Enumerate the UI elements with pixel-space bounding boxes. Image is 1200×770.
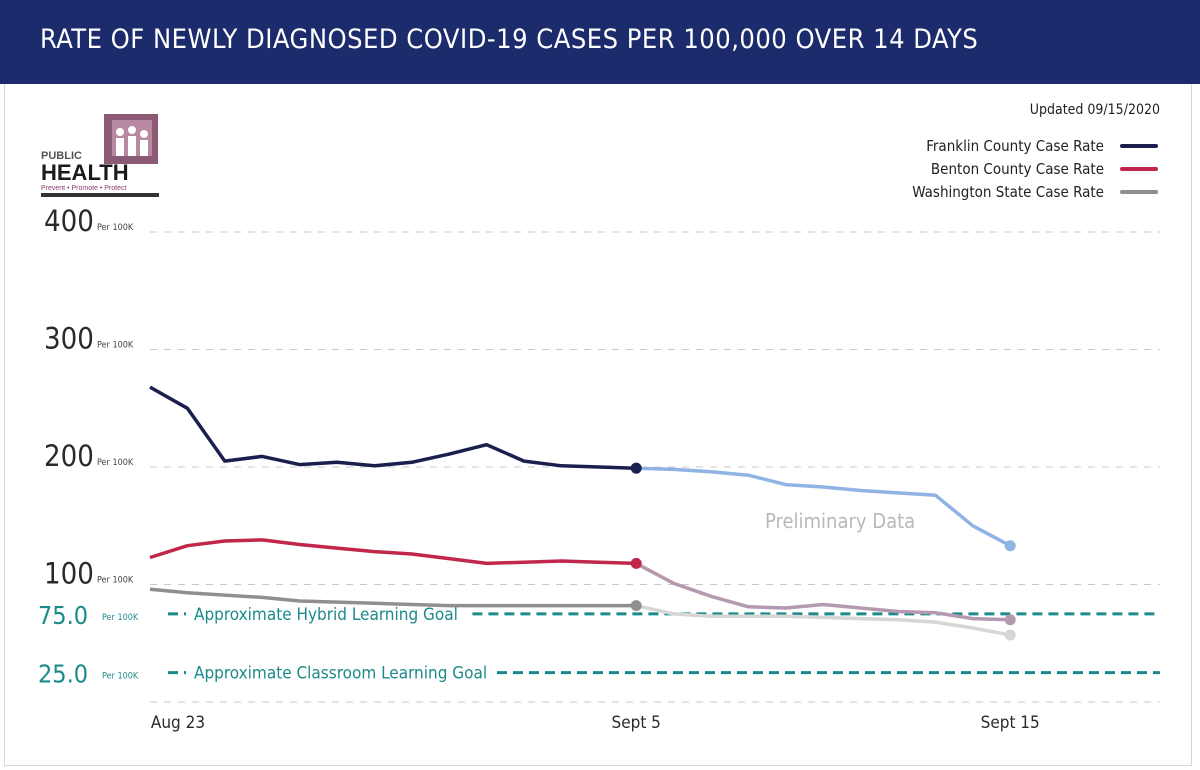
goal-label: Approximate Classroom Learning Goal bbox=[194, 664, 487, 684]
goal-unit: Per 100K bbox=[102, 672, 139, 682]
legend-item-franklin: Franklin County Case Rate bbox=[912, 134, 1158, 157]
logo-line-2: HEALTH bbox=[41, 160, 129, 185]
series-line bbox=[149, 385, 637, 470]
legend-item-benton: Benton County Case Rate bbox=[912, 157, 1158, 180]
goal-value: 75.0 bbox=[38, 601, 88, 630]
legend-swatch-franklin bbox=[1120, 143, 1158, 148]
goal-label: Approximate Hybrid Learning Goal bbox=[194, 605, 458, 625]
legend-item-washington: Washington State Case Rate bbox=[912, 180, 1158, 203]
grid-layer bbox=[150, 231, 1160, 703]
chart-header: RATE OF NEWLY DIAGNOSED COVID-19 CASES P… bbox=[0, 0, 1200, 84]
series-layer bbox=[149, 385, 1016, 641]
y-tick-label: 200 bbox=[44, 439, 94, 473]
legend-label-franklin: Franklin County Case Rate bbox=[926, 136, 1104, 155]
series-line bbox=[149, 587, 637, 608]
data-point-marker bbox=[630, 600, 642, 612]
y-tick-label: 300 bbox=[44, 322, 94, 356]
series-line bbox=[149, 538, 637, 566]
y-tick-unit: Per 100K bbox=[97, 223, 134, 233]
logo-line-3: Prevent • Promote • Protect bbox=[41, 185, 126, 192]
updated-date: Updated 09/15/2020 bbox=[1029, 102, 1160, 118]
goal-unit: Per 100K bbox=[102, 613, 139, 623]
logo-line-1: PUBLIC bbox=[41, 150, 82, 162]
legend-swatch-benton bbox=[1120, 166, 1158, 171]
y-tick-unit: Per 100K bbox=[97, 576, 134, 586]
series-line-preliminary bbox=[635, 561, 1011, 622]
series-line-preliminary bbox=[636, 466, 1012, 548]
preliminary-data-annotation: Preliminary Data bbox=[765, 509, 915, 533]
y-tick-unit: Per 100K bbox=[97, 458, 134, 468]
reference-lines bbox=[168, 612, 1160, 675]
chart-frame bbox=[4, 84, 1192, 766]
public-health-logo: PUBLIC HEALTH Prevent • Promote • Protec… bbox=[40, 112, 162, 200]
y-tick-unit: Per 100K bbox=[97, 341, 134, 351]
y-tick-label: 100 bbox=[44, 557, 94, 591]
goal-value: 25.0 bbox=[38, 660, 88, 689]
data-point-marker bbox=[630, 557, 642, 569]
x-tick-label: Sept 15 bbox=[981, 713, 1040, 733]
data-point-marker bbox=[1004, 614, 1016, 626]
x-tick-label: Sept 5 bbox=[611, 713, 660, 733]
legend-label-washington: Washington State Case Rate bbox=[912, 182, 1104, 201]
data-point-marker bbox=[1004, 629, 1016, 641]
legend-swatch-washington bbox=[1120, 189, 1158, 194]
data-point-marker bbox=[1004, 540, 1016, 552]
legend-label-benton: Benton County Case Rate bbox=[930, 159, 1104, 178]
x-tick-label: Aug 23 bbox=[151, 713, 205, 733]
legend: Franklin County Case Rate Benton County … bbox=[912, 134, 1158, 203]
data-point-marker bbox=[630, 462, 642, 474]
chart-title: RATE OF NEWLY DIAGNOSED COVID-19 CASES P… bbox=[40, 24, 979, 55]
series-line-preliminary bbox=[635, 603, 1011, 637]
y-tick-label: 400 bbox=[44, 204, 94, 238]
